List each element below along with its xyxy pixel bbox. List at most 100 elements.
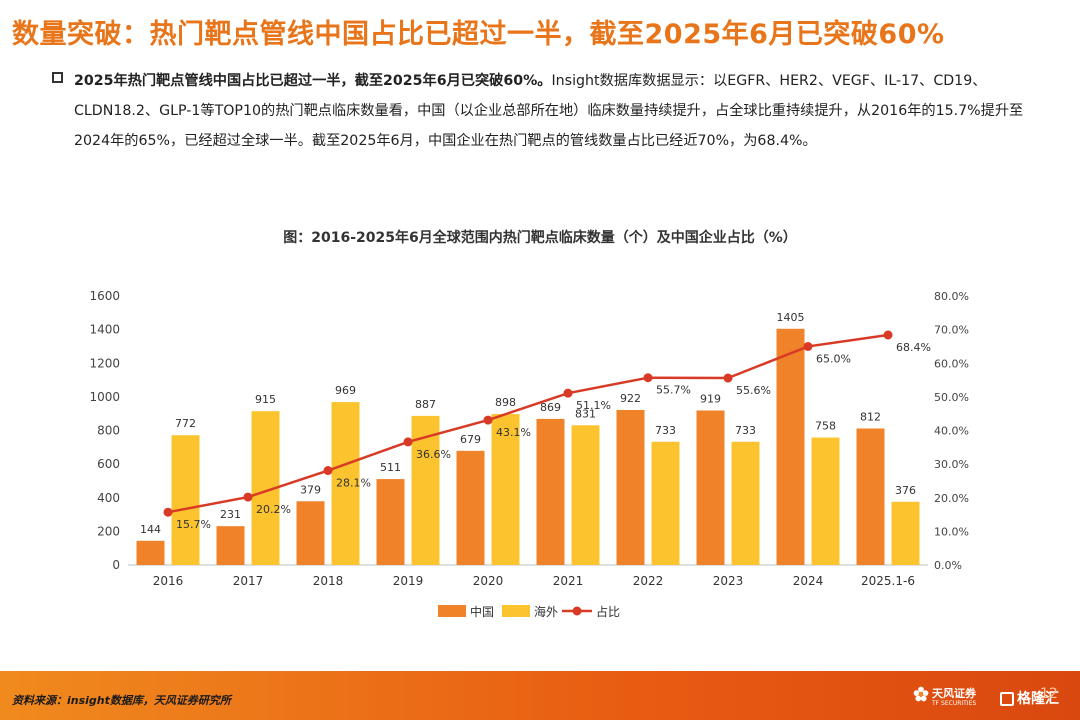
left-axis-tick-label: 1200 [89, 356, 120, 370]
bar-china [216, 526, 245, 565]
x-axis-tick-label: 2017 [233, 574, 264, 588]
legend-label-overseas: 海外 [534, 604, 558, 619]
data-label-china: 231 [220, 508, 241, 521]
data-label-share: 43.1% [496, 426, 531, 439]
brand-name-en: TF SECURITIES [932, 700, 977, 707]
combo-chart: 0 200 400 600 800 1000 1200 1400 1600 0.0% 10.0% 20… [89, 289, 969, 619]
data-label-overseas: 831 [575, 407, 596, 420]
right-axis-tick-label: 80.0% [934, 290, 969, 303]
data-label-overseas: 969 [335, 384, 356, 397]
data-label-china: 812 [860, 410, 881, 423]
x-axis-tick-label: 2018 [313, 574, 344, 588]
summary-bold-lead: 2025年热门靶点管线中国占比已超过一半，截至2025年6月已突破60%。 [74, 73, 552, 89]
x-axis-tick-label: 2016 [153, 574, 184, 588]
data-label-china: 379 [300, 483, 321, 496]
point-share [163, 507, 173, 517]
right-axis-tick-label: 60.0% [934, 357, 969, 370]
data-label-overseas: 376 [895, 484, 916, 497]
data-label-share: 65.0% [816, 352, 851, 365]
bar-china [776, 328, 805, 565]
left-axis-tick-label: 200 [97, 524, 120, 538]
data-label-china: 1405 [777, 311, 805, 324]
point-share [883, 330, 893, 340]
bar-overseas [571, 425, 600, 565]
point-share [403, 437, 413, 447]
data-label-share: 55.7% [656, 384, 691, 397]
data-label-china: 144 [140, 523, 161, 536]
left-axis-tick-label: 1600 [89, 289, 120, 303]
data-label-china: 922 [620, 392, 641, 405]
source-note: 资料来源：insight数据库，天风证券研究所 [12, 694, 231, 707]
data-label-overseas: 915 [255, 393, 276, 406]
legend-label-share: 占比 [596, 604, 620, 619]
right-axis-tick-label: 10.0% [934, 525, 969, 538]
right-axis-tick-label: 50.0% [934, 391, 969, 404]
bar-overseas [651, 441, 680, 565]
flower-logo-icon [913, 686, 929, 702]
gelonghui-logo-icon [1000, 692, 1014, 706]
point-share [563, 388, 573, 398]
bar-china [376, 479, 405, 565]
bar-overseas [331, 402, 360, 565]
watermark: 格隆汇 [1000, 688, 1059, 708]
point-share [723, 373, 733, 383]
x-axis-tick-label: 2023 [713, 574, 744, 588]
bar-china [136, 540, 165, 565]
legend-swatch-overseas [502, 605, 530, 617]
bar-overseas [731, 441, 760, 565]
point-share [243, 492, 253, 502]
data-label-overseas: 733 [655, 424, 676, 437]
left-axis-tick-label: 0 [112, 558, 120, 572]
data-label-china: 869 [540, 401, 561, 414]
bar-china [616, 409, 645, 565]
point-share [323, 466, 333, 476]
watermark-text: 格隆汇 [1017, 691, 1059, 707]
x-axis-tick-label: 2019 [393, 574, 424, 588]
data-label-share: 15.7% [176, 518, 211, 531]
x-axis-tick-label: 2025.1-6 [861, 574, 915, 588]
right-axis-tick-label: 20.0% [934, 492, 969, 505]
x-axis-tick-label: 2022 [633, 574, 664, 588]
left-axis-tick-label: 1400 [89, 323, 120, 337]
data-label-overseas: 898 [495, 396, 516, 409]
data-label-china: 511 [380, 461, 401, 474]
data-label-overseas: 733 [735, 424, 756, 437]
right-axis-tick-label: 40.0% [934, 425, 969, 438]
point-share [643, 373, 653, 383]
data-label-share: 55.6% [736, 384, 771, 397]
data-label-overseas: 758 [815, 420, 836, 433]
data-label-china: 919 [700, 392, 721, 405]
legend-label-china: 中国 [470, 604, 494, 619]
page-title: 数量突破：热门靶点管线中国占比已超过一半，截至2025年6月已突破60% [12, 19, 945, 50]
right-axis-tick-label: 0.0% [934, 559, 962, 572]
bar-overseas [491, 414, 520, 565]
bar-china [296, 501, 325, 565]
data-label-share: 51.1% [576, 399, 611, 412]
data-label-overseas: 887 [415, 398, 436, 411]
bar-overseas [171, 435, 200, 565]
chart-title: 图：2016-2025年6月全球范围内热门靶点临床数量（个）及中国企业占比（%） [283, 230, 797, 246]
x-axis-tick-label: 2020 [473, 574, 504, 588]
left-axis-tick-label: 800 [97, 424, 120, 438]
bar-overseas [811, 437, 840, 565]
right-axis-tick-label: 70.0% [934, 324, 969, 337]
bar-china [696, 410, 725, 565]
right-axis-tick-label: 30.0% [934, 458, 969, 471]
bar-china [536, 418, 565, 565]
brand-name: 天风证券 [932, 687, 976, 700]
x-axis-tick-label: 2021 [553, 574, 584, 588]
footer-bar: 资料来源：insight数据库，天风证券研究所 天风证券 TF SECURITI… [0, 671, 1080, 720]
bar-overseas [891, 501, 920, 565]
x-axis-tick-label: 2024 [793, 574, 824, 588]
point-share [483, 415, 493, 425]
left-axis-tick-label: 1000 [89, 390, 120, 404]
summary-text: Insight数据库数据显示：以EGFR、HER2、VEGF、IL-17、CD1… [74, 73, 1024, 149]
square-bullet-icon [52, 72, 63, 83]
bar-china [856, 428, 885, 565]
data-label-share: 28.1% [336, 477, 371, 490]
bar-china [456, 450, 485, 565]
legend-marker-share [572, 606, 582, 616]
brand-logo: 天风证券 TF SECURITIES [912, 683, 984, 713]
data-label-share: 20.2% [256, 503, 291, 516]
summary-paragraph: 2025年热门靶点管线中国占比已超过一半，截至2025年6月已突破60%。Ins… [52, 66, 1052, 156]
